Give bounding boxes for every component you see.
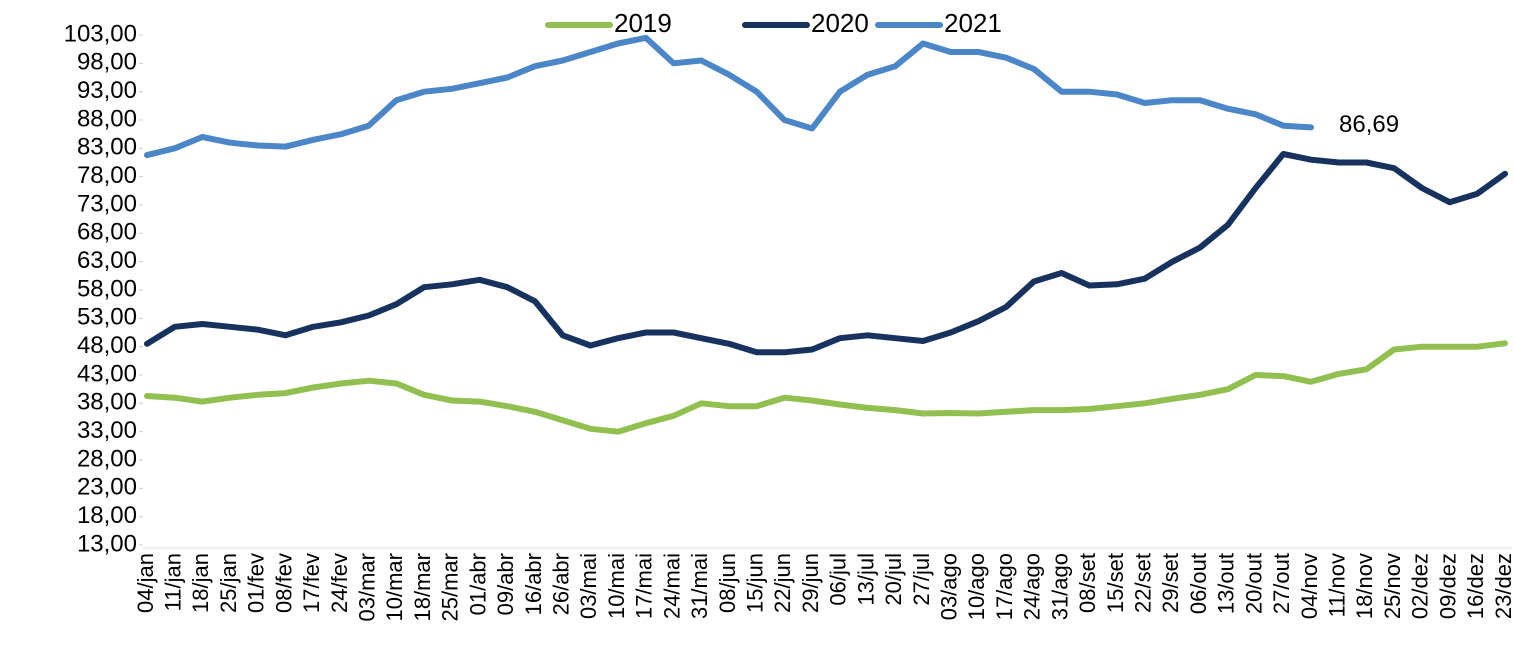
x-tick-label: 06/out [1186,553,1211,614]
y-tick-label: 93,00 [77,77,137,104]
y-tick-label: 83,00 [77,134,137,161]
x-tick-label: 10/ago [964,553,989,620]
x-tick-label: 24/fev [327,553,352,613]
y-tick-label: 73,00 [77,190,137,217]
x-tick-label: 08/set [1075,553,1100,613]
x-tick-label: 03/ago [937,553,962,620]
y-tick-label: 13,00 [77,530,137,557]
x-tick-label: 31/ago [1047,553,1072,620]
x-tick-label: 20/out [1241,553,1266,614]
x-tick-label: 31/mai [687,553,712,619]
x-tick-label: 17/mai [632,553,657,619]
x-tick-label: 11/nov [1325,553,1350,617]
x-tick-label: 18/jan [188,553,213,613]
x-tick-label: 25/nov [1380,553,1405,619]
legend-label: 2020 [811,8,869,38]
x-tick-label: 23/dez [1491,553,1514,619]
series-line [144,34,1314,159]
x-tick-label: 17/fev [299,553,324,613]
legend-label: 2021 [944,8,1002,38]
x-tick-label: 04/nov [1297,553,1322,619]
x-tick-label: 25/mar [438,553,463,621]
x-tick-label: 24/ago [1020,553,1045,620]
x-tick-label: 03/mai [576,553,601,619]
y-tick-label: 103,00 [64,20,137,47]
x-tick-label: 29/set [1158,553,1183,613]
y-tick-label: 63,00 [77,247,137,274]
x-tick-label: 09/abr [493,553,518,615]
x-tick-label: 18/mar [410,553,435,621]
x-tick-label: 18/nov [1352,553,1377,619]
x-tick-label: 08/jun [715,553,740,613]
x-tick-label: 11/jan [161,553,186,611]
x-tick-label: 03/mar [355,553,380,621]
x-tick-label: 15/jun [743,553,768,613]
y-tick-label: 88,00 [77,105,137,132]
x-tick-label: 27/jul [909,553,934,606]
x-tick-label: 10/mai [604,553,629,619]
y-tick-label: 23,00 [77,474,137,501]
y-tick-label: 68,00 [77,219,137,246]
series-line [144,340,1508,435]
y-tick-label: 38,00 [77,389,137,416]
x-tick-label: 17/ago [992,553,1017,620]
legend-label: 2019 [614,8,672,38]
x-tick-label: 01/fev [244,553,269,613]
y-tick-label: 28,00 [77,445,137,472]
x-tick-label: 04/jan [133,553,158,613]
y-tick-label: 98,00 [77,49,137,76]
x-tick-label: 16/dez [1463,553,1488,619]
x-tick-label: 22/jun [770,553,795,613]
x-tick-label: 16/abr [521,553,546,615]
x-tick-label: 25/jan [216,553,241,613]
x-tick-label: 06/jul [826,553,851,606]
x-tick-label: 09/dez [1435,553,1460,619]
x-tick-label: 27/out [1269,553,1294,614]
x-tick-label: 15/set [1103,553,1128,613]
y-tick-label: 58,00 [77,275,137,302]
x-tick-label: 24/mai [659,553,684,619]
x-tick-label: 10/mar [382,553,407,621]
series-line [144,151,1508,356]
x-tick-label: 29/jun [798,553,823,613]
y-tick-label: 43,00 [77,360,137,387]
y-tick-label: 18,00 [77,502,137,529]
y-tick-label: 78,00 [77,162,137,189]
x-tick-label: 01/abr [465,553,490,615]
y-tick-label: 48,00 [77,332,137,359]
x-tick-label: 08/fev [271,553,296,613]
x-tick-label: 02/dez [1408,553,1433,619]
x-tick-label: 26/abr [549,553,574,615]
x-tick-label: 22/set [1131,553,1156,613]
y-tick-label: 33,00 [77,417,137,444]
x-tick-label: 13/out [1214,553,1239,614]
x-tick-label: 13/jul [853,553,878,606]
data-label: 86,69 [1339,111,1399,138]
y-tick-label: 53,00 [77,304,137,331]
x-tick-label: 20/jul [881,553,906,606]
